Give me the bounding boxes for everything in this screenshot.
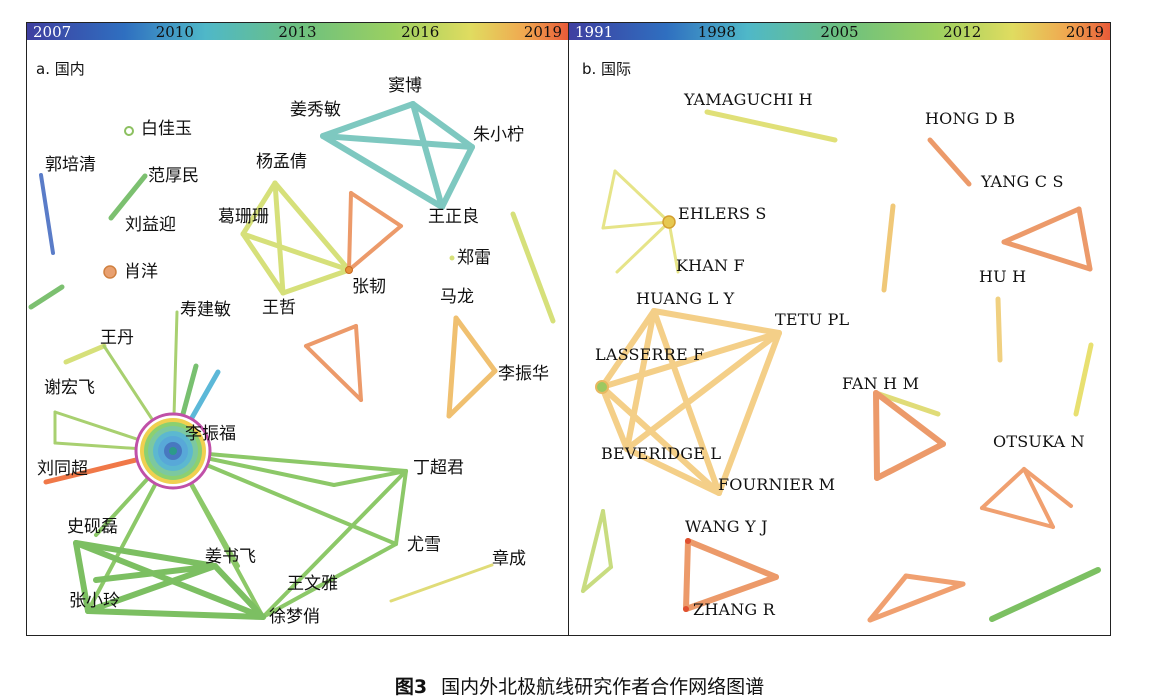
- node-label: 丁超君: [413, 458, 464, 478]
- node-label: KHAN F: [676, 256, 745, 275]
- figure-number: 图3: [394, 676, 428, 698]
- node-label: 王文雅: [287, 574, 338, 594]
- node-label: 郭培清: [45, 155, 96, 175]
- node-label: BEVERIDGE L: [601, 444, 722, 463]
- node-label: HU H: [979, 267, 1027, 286]
- timeline-bar-a: 2007 2010 2013 2016 2019: [27, 22, 568, 41]
- node-label: 史砚磊: [67, 517, 118, 537]
- node-label: WANG Y J: [685, 517, 768, 536]
- node-label: 肖洋: [124, 262, 158, 282]
- node-label: HUANG L Y: [636, 289, 735, 308]
- node-label: 姜书飞: [205, 547, 256, 567]
- node-label: 王正良: [428, 207, 479, 227]
- timeline-tick: 1991: [575, 22, 614, 41]
- panel-title-a: a. 国内: [36, 60, 85, 78]
- timeline-tick: 2019: [1065, 22, 1104, 41]
- timeline-tick: 2005: [820, 22, 859, 41]
- hub-node-lizhenfu: [134, 412, 212, 490]
- node-label: 杨孟倩: [256, 152, 307, 172]
- node-label: 窦博: [388, 76, 422, 96]
- timeline-gradient-b: [569, 23, 1110, 40]
- node-label: 徐梦俏: [269, 607, 320, 627]
- node-label: 李振福: [185, 424, 236, 444]
- node-label: TETU PL: [775, 310, 850, 329]
- node-label: 刘同超: [37, 459, 88, 479]
- panel-international: 1991 1998 2005 2012 2019: [568, 22, 1111, 636]
- node-label: YANG C S: [981, 172, 1064, 191]
- timeline-tick: 1998: [697, 22, 736, 41]
- node-label: 姜秀敏: [290, 100, 341, 120]
- node-label: EHLERS S: [678, 204, 767, 223]
- node-label: OTSUKA N: [993, 432, 1085, 451]
- timeline-tick: 2013: [278, 22, 317, 41]
- network-graph-a: [28, 101, 556, 620]
- timeline-gradient-a: [27, 23, 568, 40]
- node-label: 李振华: [498, 364, 549, 384]
- node-label: 葛珊珊: [218, 207, 269, 227]
- node-label: YAMAGUCHI H: [684, 90, 813, 109]
- edge-group-teal: [320, 101, 475, 210]
- network-graph-b: [581, 109, 1101, 623]
- node-label: 张小玲: [69, 591, 120, 611]
- node-label: 尤雪: [407, 535, 441, 555]
- node-label: 朱小柠: [473, 125, 524, 145]
- timeline-tick: 2016: [401, 22, 440, 41]
- timeline-bar-b: 1991 1998 2005 2012 2019: [569, 22, 1110, 41]
- timeline-tick: 2010: [155, 22, 194, 41]
- node-label: 章成: [492, 549, 526, 569]
- node-label: 谢宏飞: [44, 378, 95, 398]
- timeline-tick: 2007: [33, 22, 72, 41]
- node-label: 刘益迎: [125, 215, 176, 235]
- figure-title: 国内外北极航线研究作者合作网络图谱: [441, 676, 765, 698]
- node-label: 王哲: [262, 298, 296, 318]
- node-label: 寿建敏: [180, 300, 231, 320]
- node-label: 张韧: [352, 277, 386, 297]
- timeline-tick: 2012: [943, 22, 982, 41]
- node-label: ZHANG R: [693, 600, 775, 619]
- node-label: 郑雷: [457, 248, 491, 268]
- node-label: 马龙: [440, 287, 474, 307]
- figure-caption: 图3 国内外北极航线研究作者合作网络图谱: [0, 672, 1159, 699]
- panel-title-b: b. 国际: [582, 60, 632, 78]
- node-label: LASSERRE F: [595, 345, 705, 364]
- node-label: FOURNIER M: [718, 475, 836, 494]
- timeline-tick: 2019: [523, 22, 562, 41]
- node-label: 王丹: [100, 328, 134, 348]
- node-label: FAN H M: [842, 374, 920, 393]
- node-label: 白佳玉: [141, 119, 192, 139]
- node-label: HONG D B: [925, 109, 1016, 128]
- node-label: 范厚民: [148, 166, 199, 186]
- panel-domestic: 2007 2010 2013 2016 2019: [26, 22, 569, 636]
